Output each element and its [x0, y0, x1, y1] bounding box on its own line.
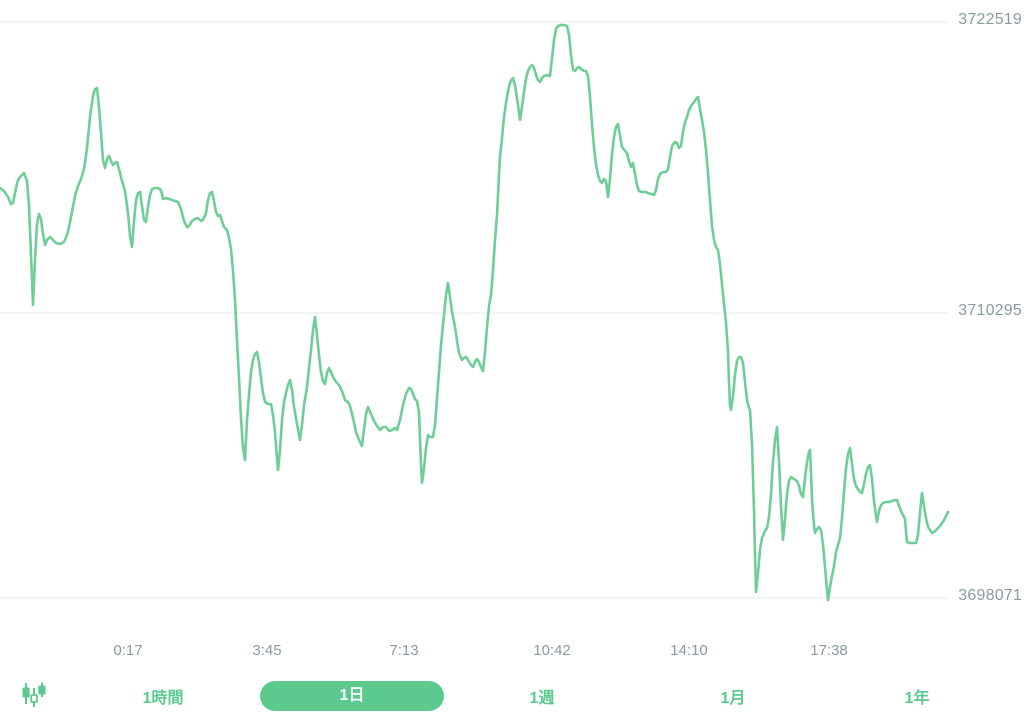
x-axis-tick-label: 3:45: [252, 642, 282, 659]
x-axis-tick-label: 0:17: [113, 642, 143, 659]
x-axis-tick-label: 7:13: [389, 642, 419, 659]
period-button-1hour[interactable]: 1時間: [142, 690, 184, 707]
x-axis-labels: 0:17 3:45 7:13 10:42 14:10 17:38: [0, 642, 1024, 662]
period-button-1day[interactable]: 1日: [260, 681, 444, 711]
chart-toolbar: 1時間 1日 1週 1月 1年: [0, 678, 1024, 714]
candlestick-icon: [22, 682, 46, 707]
period-button-1week[interactable]: 1週: [529, 690, 555, 707]
x-axis-tick-label: 17:38: [810, 642, 848, 659]
price-line-chart: [0, 21, 950, 602]
x-axis-tick-label: 14:10: [670, 642, 708, 659]
period-button-1month[interactable]: 1月: [720, 690, 746, 707]
period-button-1year[interactable]: 1年: [904, 690, 930, 707]
chart-type-toggle-button[interactable]: [20, 682, 48, 710]
price-chart[interactable]: 3722519 3710295 3698071: [0, 0, 1024, 660]
price-line: [0, 23, 950, 602]
x-axis-tick-label: 10:42: [533, 642, 571, 659]
